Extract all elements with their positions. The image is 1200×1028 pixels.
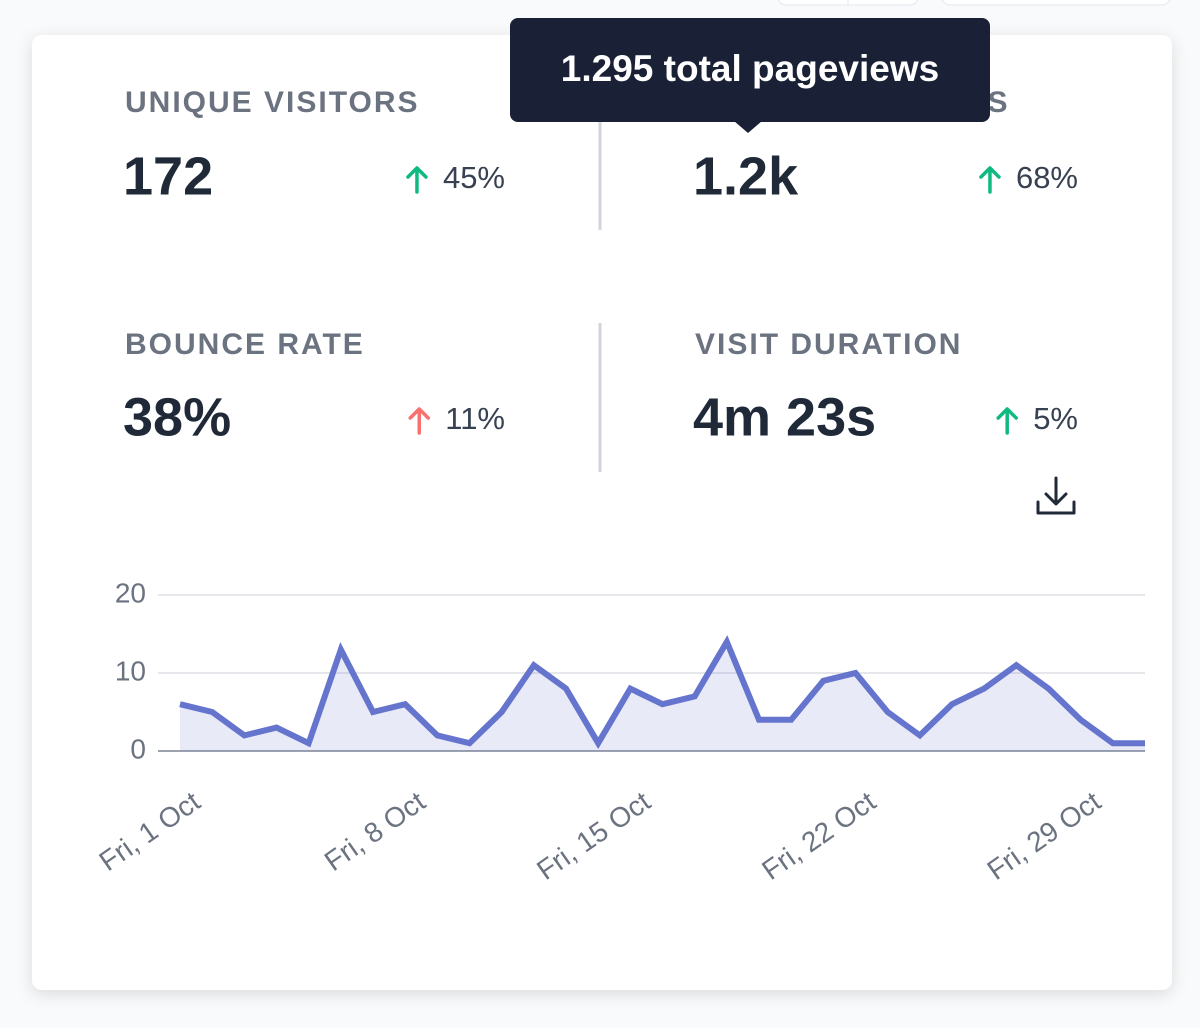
tooltip: 1.295 total pageviews <box>510 18 990 133</box>
stat-label: VISIT DURATION <box>695 328 962 361</box>
line <box>179 635 1145 750</box>
change-arrow <box>406 166 428 194</box>
y-tick-label: 20 <box>115 577 146 608</box>
stat-value: 4m 23s <box>693 387 876 447</box>
tooltip-text: 1.295 total pageviews <box>561 48 939 89</box>
change-arrow <box>996 407 1018 435</box>
stat-label: BOUNCE RATE <box>125 328 365 361</box>
download-icon[interactable] <box>1036 476 1076 515</box>
stat-value: 38% <box>123 387 231 447</box>
stat-label: UNIQUE VISITORS <box>125 86 420 119</box>
change-arrow <box>408 407 430 435</box>
y-tick-label: 0 <box>130 733 146 764</box>
tooltip-box <box>510 18 990 122</box>
stat-change: 45% <box>443 160 505 195</box>
stat-change: 11% <box>445 401 505 436</box>
change-arrow <box>979 166 1001 194</box>
tooltip-arrow <box>734 121 762 133</box>
stat-change: 68% <box>1016 160 1078 195</box>
y-tick-label: 10 <box>115 655 146 686</box>
stat-value: 1.2k <box>693 146 799 206</box>
stat-value: 172 <box>123 146 213 206</box>
stat-change: 5% <box>1033 401 1078 436</box>
toolbar-button[interactable] <box>942 0 1170 6</box>
